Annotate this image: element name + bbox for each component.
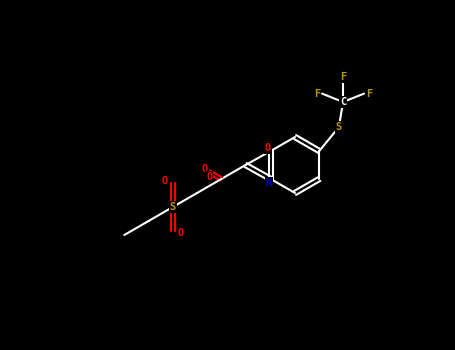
Text: N: N xyxy=(266,178,272,188)
Text: F: F xyxy=(340,72,346,82)
Text: O: O xyxy=(162,176,168,186)
Text: C: C xyxy=(340,97,346,107)
Text: O: O xyxy=(206,172,212,182)
Text: O: O xyxy=(265,143,271,153)
Text: S: S xyxy=(170,202,176,212)
Text: F: F xyxy=(366,89,372,99)
Text: O: O xyxy=(201,164,207,174)
Text: F: F xyxy=(314,89,320,99)
Text: O: O xyxy=(178,228,184,238)
Text: S: S xyxy=(336,122,342,132)
